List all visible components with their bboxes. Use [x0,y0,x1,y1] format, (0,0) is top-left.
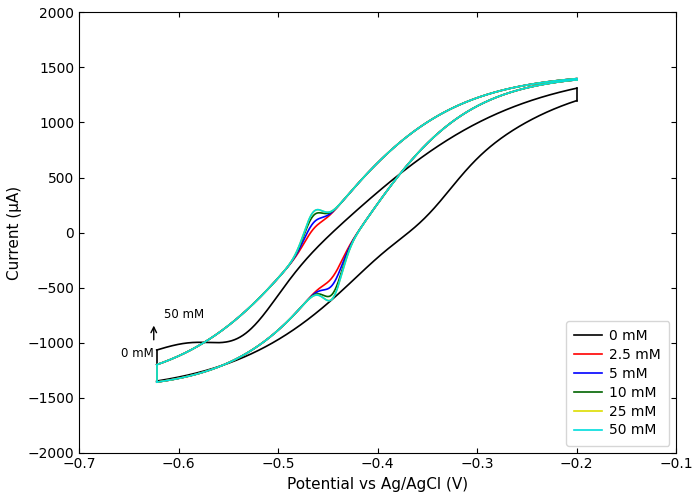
25 mM [400,136,408,142]
0 mM [400,168,408,174]
50 mM [433,113,442,119]
5 mM [469,96,477,102]
5 mM [227,320,235,326]
50 mM [227,320,235,326]
Text: 0 mM: 0 mM [121,347,154,360]
Y-axis label: Current (μA): Current (μA) [7,186,22,279]
2.5 mM [573,76,581,82]
0 mM [260,310,269,316]
2.5 mM [400,136,408,142]
0 mM [433,144,442,150]
2.5 mM [227,320,235,326]
2.5 mM [153,362,161,368]
Line: 10 mM: 10 mM [157,79,577,365]
10 mM [153,362,161,368]
5 mM [400,136,408,142]
50 mM [573,76,581,82]
0 mM [573,85,581,91]
0 mM [153,347,161,353]
Line: 5 mM: 5 mM [157,79,577,365]
2.5 mM [342,193,351,199]
50 mM [153,362,161,368]
5 mM [260,289,269,295]
2.5 mM [469,96,477,102]
25 mM [260,289,269,295]
25 mM [433,113,442,119]
50 mM [469,96,477,102]
25 mM [469,96,477,102]
0 mM [342,216,351,222]
10 mM [342,193,351,199]
25 mM [153,362,161,368]
Text: 50 mM: 50 mM [164,307,204,320]
Line: 0 mM: 0 mM [157,88,577,350]
Line: 50 mM: 50 mM [157,79,577,365]
2.5 mM [433,113,442,119]
10 mM [573,76,581,82]
X-axis label: Potential vs Ag/AgCl (V): Potential vs Ag/AgCl (V) [287,477,468,492]
10 mM [227,320,235,326]
10 mM [260,289,269,295]
10 mM [400,136,408,142]
5 mM [153,362,161,368]
50 mM [260,289,269,295]
Legend: 0 mM, 2.5 mM, 5 mM, 10 mM, 25 mM, 50 mM: 0 mM, 2.5 mM, 5 mM, 10 mM, 25 mM, 50 mM [566,321,669,446]
5 mM [342,193,351,199]
25 mM [342,193,351,199]
0 mM [227,338,235,344]
25 mM [227,320,235,326]
10 mM [469,96,477,102]
Line: 25 mM: 25 mM [157,79,577,365]
50 mM [400,136,408,142]
Line: 2.5 mM: 2.5 mM [157,79,577,365]
25 mM [573,76,581,82]
0 mM [469,122,477,128]
5 mM [433,113,442,119]
5 mM [573,76,581,82]
2.5 mM [260,289,269,295]
10 mM [433,113,442,119]
50 mM [342,193,351,199]
